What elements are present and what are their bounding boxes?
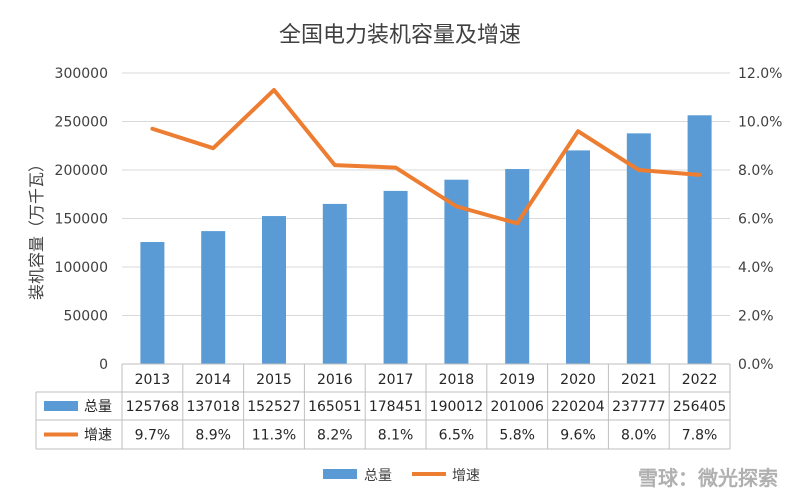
watermark: 雪球：微光探索 [638, 466, 778, 490]
y-axis-label: 装机容量（万千瓦） [27, 156, 46, 300]
data-label: 8.0% [621, 428, 657, 444]
x-tick-label: 2019 [499, 372, 535, 388]
growth-line [150, 87, 702, 226]
data-label: 256405 [673, 399, 726, 415]
right-tick-label: 8.0% [738, 163, 774, 179]
data-label: 8.9% [195, 428, 231, 444]
data-label: 6.5% [439, 428, 475, 444]
table-series-name: 总量 [84, 399, 112, 415]
data-label: 165051 [308, 399, 361, 415]
data-label: 220204 [551, 399, 605, 415]
data-label: 190012 [430, 399, 483, 415]
x-tick-label: 2016 [317, 372, 353, 388]
data-label: 125768 [126, 399, 179, 415]
data-label: 237777 [612, 399, 665, 415]
x-tick-label: 2017 [378, 372, 414, 388]
data-label: 5.8% [499, 428, 535, 444]
data-label: 9.6% [560, 428, 596, 444]
right-tick-label: 2.0% [738, 309, 774, 325]
chart-title: 全国电力装机容量及增速 [279, 23, 521, 48]
table-legend-bar-swatch [44, 401, 78, 411]
table-series-name: 增速 [84, 428, 112, 444]
left-tick-label: 200000 [55, 163, 108, 179]
bar [383, 190, 408, 364]
bar [262, 216, 286, 364]
x-tick-label: 2020 [560, 372, 596, 388]
data-label: 137018 [186, 399, 239, 415]
legend-bar-swatch [323, 469, 357, 479]
x-tick-label: 2022 [682, 372, 718, 388]
data-label: 11.3% [252, 428, 296, 444]
right-tick-label: 4.0% [738, 260, 774, 276]
right-tick-label: 6.0% [738, 212, 774, 228]
bar [687, 115, 712, 365]
x-tick-label: 2015 [256, 372, 292, 388]
left-tick-label: 250000 [55, 115, 108, 131]
right-tick-label: 0.0% [738, 357, 774, 373]
data-label: 8.2% [317, 428, 353, 444]
watermark-text: 雪球：微光探索 [638, 466, 778, 490]
x-tick-label: 2014 [195, 372, 231, 388]
left-tick-label: 0 [99, 357, 108, 373]
bar [566, 150, 590, 364]
data-table: 2013 2014 2015 2016 2017 2018 2019 2020 2021 2022… [35, 363, 731, 450]
legend-label: 增速 [452, 468, 480, 484]
left-tick-label: 150000 [55, 212, 108, 228]
right-tick-label: 12.0% [738, 66, 782, 82]
right-tick-label: 10.0% [738, 115, 782, 131]
left-tick-label: 100000 [55, 260, 108, 276]
right-axis-ticks: 0.0% 2.0% 4.0% 6.0% 8.0% 10.0% 12.0% [738, 66, 782, 373]
left-axis-ticks: 0 50000 100000 150000 200000 250000 300000 [55, 66, 108, 373]
bar [140, 242, 165, 364]
bar [505, 169, 530, 364]
data-label: 9.7% [135, 428, 171, 444]
bar [201, 231, 226, 364]
data-label: 178451 [369, 399, 422, 415]
data-label: 7.8% [682, 428, 718, 444]
x-tick-label: 2018 [439, 372, 475, 388]
legend-label: 总量 [364, 468, 392, 484]
x-tick-label: 2013 [135, 372, 171, 388]
data-label: 8.1% [378, 428, 414, 444]
data-label: 152527 [247, 399, 300, 415]
left-tick-label: 50000 [63, 309, 108, 325]
line-series [150, 87, 702, 226]
legend: 总量 增速 [323, 468, 480, 484]
data-label: 201006 [490, 399, 544, 415]
bar [322, 203, 347, 364]
x-tick-label: 2021 [621, 372, 657, 388]
bar-series [140, 115, 712, 365]
left-tick-label: 300000 [55, 66, 108, 82]
